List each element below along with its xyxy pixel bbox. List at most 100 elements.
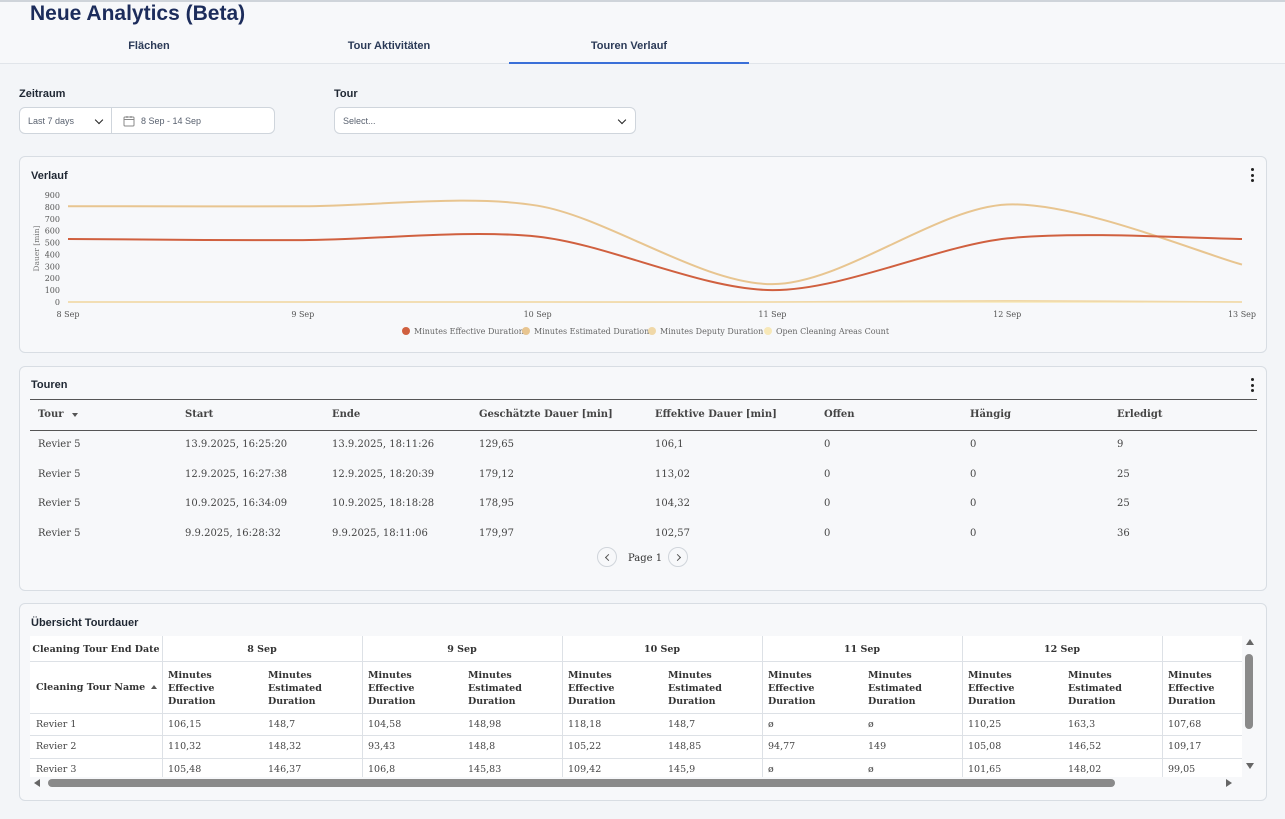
table-row[interactable]: Revier 5 13.9.2025, 16:25:20 13.9.2025, 18… xyxy=(30,431,1257,460)
column-header-ende[interactable]: Ende xyxy=(332,409,361,420)
legend-marker xyxy=(522,327,530,335)
scroll-up-icon[interactable] xyxy=(1246,639,1254,645)
table-cell: 25 xyxy=(1117,469,1130,480)
column-header-start[interactable]: Start xyxy=(185,409,214,420)
table-divider xyxy=(30,661,1242,662)
pivot-value-cell: 106,15 xyxy=(168,719,202,730)
sort-asc-icon[interactable] xyxy=(151,685,157,689)
table-row[interactable]: Revier 5 9.9.2025, 16:28:32 9.9.2025, 18:1… xyxy=(30,520,1257,549)
scroll-right-icon[interactable] xyxy=(1226,779,1232,787)
tab-tour-aktivitaeten[interactable]: Tour Aktivitäten xyxy=(347,40,431,52)
table-cell: 13.9.2025, 16:25:20 xyxy=(185,439,288,450)
pivot-metric-header: Minutes Estimated Duration xyxy=(668,670,722,707)
x-tick-label: 8 Sep xyxy=(57,310,80,319)
column-header-effektive-dauer[interactable]: Effektive Dauer [min] xyxy=(655,409,777,420)
tour-label: Tour xyxy=(334,88,358,100)
table-cell: 113,02 xyxy=(655,469,690,480)
x-tick-label: 13 Sep xyxy=(1228,310,1256,319)
pivot-value-cell: 99,05 xyxy=(1168,764,1196,775)
series-line-minutes-estimated-duration xyxy=(67,199,1243,286)
zeitraum-label: Zeitraum xyxy=(19,88,66,100)
pivot-value-cell: 148,8 xyxy=(468,741,496,752)
table-cell: 12.9.2025, 16:27:38 xyxy=(185,469,288,480)
y-tick-label: 900 xyxy=(45,191,60,200)
y-tick-label: 300 xyxy=(45,262,60,271)
scroll-left-icon[interactable] xyxy=(34,779,40,787)
table-cell: 178,95 xyxy=(479,498,514,509)
column-header-geschaetzte-dauer[interactable]: Geschätzte Dauer [min] xyxy=(479,409,613,420)
table-cell: 0 xyxy=(824,498,831,509)
y-tick-label: 800 xyxy=(45,203,60,212)
verlauf-chart: 900 800 700 600 500 400 300 200 100 0 Dauer [min] 8… xyxy=(32,191,1256,336)
horizontal-scrollbar[interactable] xyxy=(30,777,1242,789)
table-row[interactable]: Revier 5 10.9.2025, 16:34:09 10.9.2025, 18… xyxy=(30,490,1257,519)
table-cell: Revier 5 xyxy=(38,528,81,539)
vertical-scrollbar[interactable] xyxy=(1242,636,1256,777)
table-row[interactable]: Revier 5 12.9.2025, 16:27:38 12.9.2025, 18… xyxy=(30,461,1257,490)
horizontal-scroll-thumb[interactable] xyxy=(48,779,1115,787)
pivot-table: Cleaning Tour End Date 8 Sep 9 Sep 10 Sep 11… xyxy=(30,636,1242,777)
prev-page-button[interactable] xyxy=(597,547,617,567)
pivot-metric-header: Minutes Effective Duration xyxy=(368,670,416,707)
pivot-value-cell: 145,83 xyxy=(468,764,502,775)
table-cell: 10.9.2025, 16:34:09 xyxy=(185,498,288,509)
chevron-down-icon xyxy=(617,115,627,125)
pivot-metric-header: Minutes Estimated Duration xyxy=(1068,670,1122,707)
pivot-value-cell: 101,65 xyxy=(968,764,1002,775)
pivot-value-cell: 109,17 xyxy=(1168,741,1202,752)
pivot-row-name: Revier 1 xyxy=(36,719,77,730)
column-header-offen[interactable]: Offen xyxy=(824,409,855,420)
table-cell: 179,97 xyxy=(479,528,514,539)
pivot-value-cell: 148,02 xyxy=(1068,764,1102,775)
column-header-erledigt[interactable]: Erledigt xyxy=(1117,409,1163,420)
tab-flaechen[interactable]: Flächen xyxy=(128,40,170,52)
tab-touren-verlauf[interactable]: Touren Verlauf xyxy=(509,40,749,64)
pivot-date-header: 12 Sep xyxy=(1043,644,1081,655)
table-cell: Revier 5 xyxy=(38,498,81,509)
date-range-picker[interactable]: 8 Sep - 14 Sep xyxy=(111,107,275,134)
y-tick-label: 600 xyxy=(45,227,60,236)
pivot-metric-header: Minutes Effective Duration xyxy=(968,670,1016,707)
pivot-value-cell: 110,25 xyxy=(968,719,1002,730)
scroll-down-icon[interactable] xyxy=(1246,763,1254,769)
table-divider xyxy=(30,758,1242,759)
y-tick-label: 500 xyxy=(45,239,60,248)
table-cell: Revier 5 xyxy=(38,469,81,480)
y-tick-label: 400 xyxy=(45,250,60,259)
column-header-tour[interactable]: Tour xyxy=(38,409,78,420)
pivot-metric-header: Minutes Estimated Duration xyxy=(268,670,322,707)
table-divider xyxy=(30,735,1242,736)
uebersicht-title: Übersicht Tourdauer xyxy=(31,617,139,629)
pivot-value-cell: 118,18 xyxy=(568,719,602,730)
vertical-scroll-thumb[interactable] xyxy=(1245,654,1253,729)
range-select[interactable]: Last 7 days xyxy=(19,107,112,134)
series-line-minutes-deputy-duration xyxy=(68,300,1243,303)
x-tick-label: 10 Sep xyxy=(524,310,552,319)
pivot-value-cell: ø xyxy=(768,764,774,775)
pivot-date-header: 8 Sep xyxy=(247,644,277,655)
sort-desc-icon xyxy=(72,412,78,417)
verlauf-menu-icon[interactable] xyxy=(1250,168,1254,182)
pivot-value-cell: 149 xyxy=(868,741,887,752)
pivot-metric-header: Minutes Effective Duration xyxy=(568,670,616,707)
pivot-metric-header: Minutes Estimated Duration xyxy=(468,670,522,707)
table-cell: 10.9.2025, 18:18:28 xyxy=(332,498,435,509)
pivot-row-header: Cleaning Tour Name xyxy=(36,682,161,693)
date-range-value: 8 Sep - 14 Sep xyxy=(141,115,202,126)
tour-select[interactable]: Select... xyxy=(334,107,636,134)
table-cell: 129,65 xyxy=(479,439,514,450)
pivot-value-cell: 148,7 xyxy=(668,719,696,730)
next-page-button[interactable] xyxy=(668,547,688,567)
pivot-value-cell: 146,52 xyxy=(1068,741,1102,752)
pivot-date-header: 11 Sep xyxy=(843,644,881,655)
table-divider xyxy=(1162,636,1163,777)
column-header-haengig[interactable]: Hängig xyxy=(970,409,1011,420)
legend-marker xyxy=(764,327,772,335)
table-cell: 36 xyxy=(1117,528,1130,539)
y-tick-label: 0 xyxy=(55,298,60,307)
y-tick-label: 100 xyxy=(45,286,60,295)
table-cell: 0 xyxy=(970,498,977,509)
pivot-row-name: Revier 2 xyxy=(36,741,77,752)
touren-menu-icon[interactable] xyxy=(1250,378,1254,392)
table-cell: 0 xyxy=(824,439,831,450)
